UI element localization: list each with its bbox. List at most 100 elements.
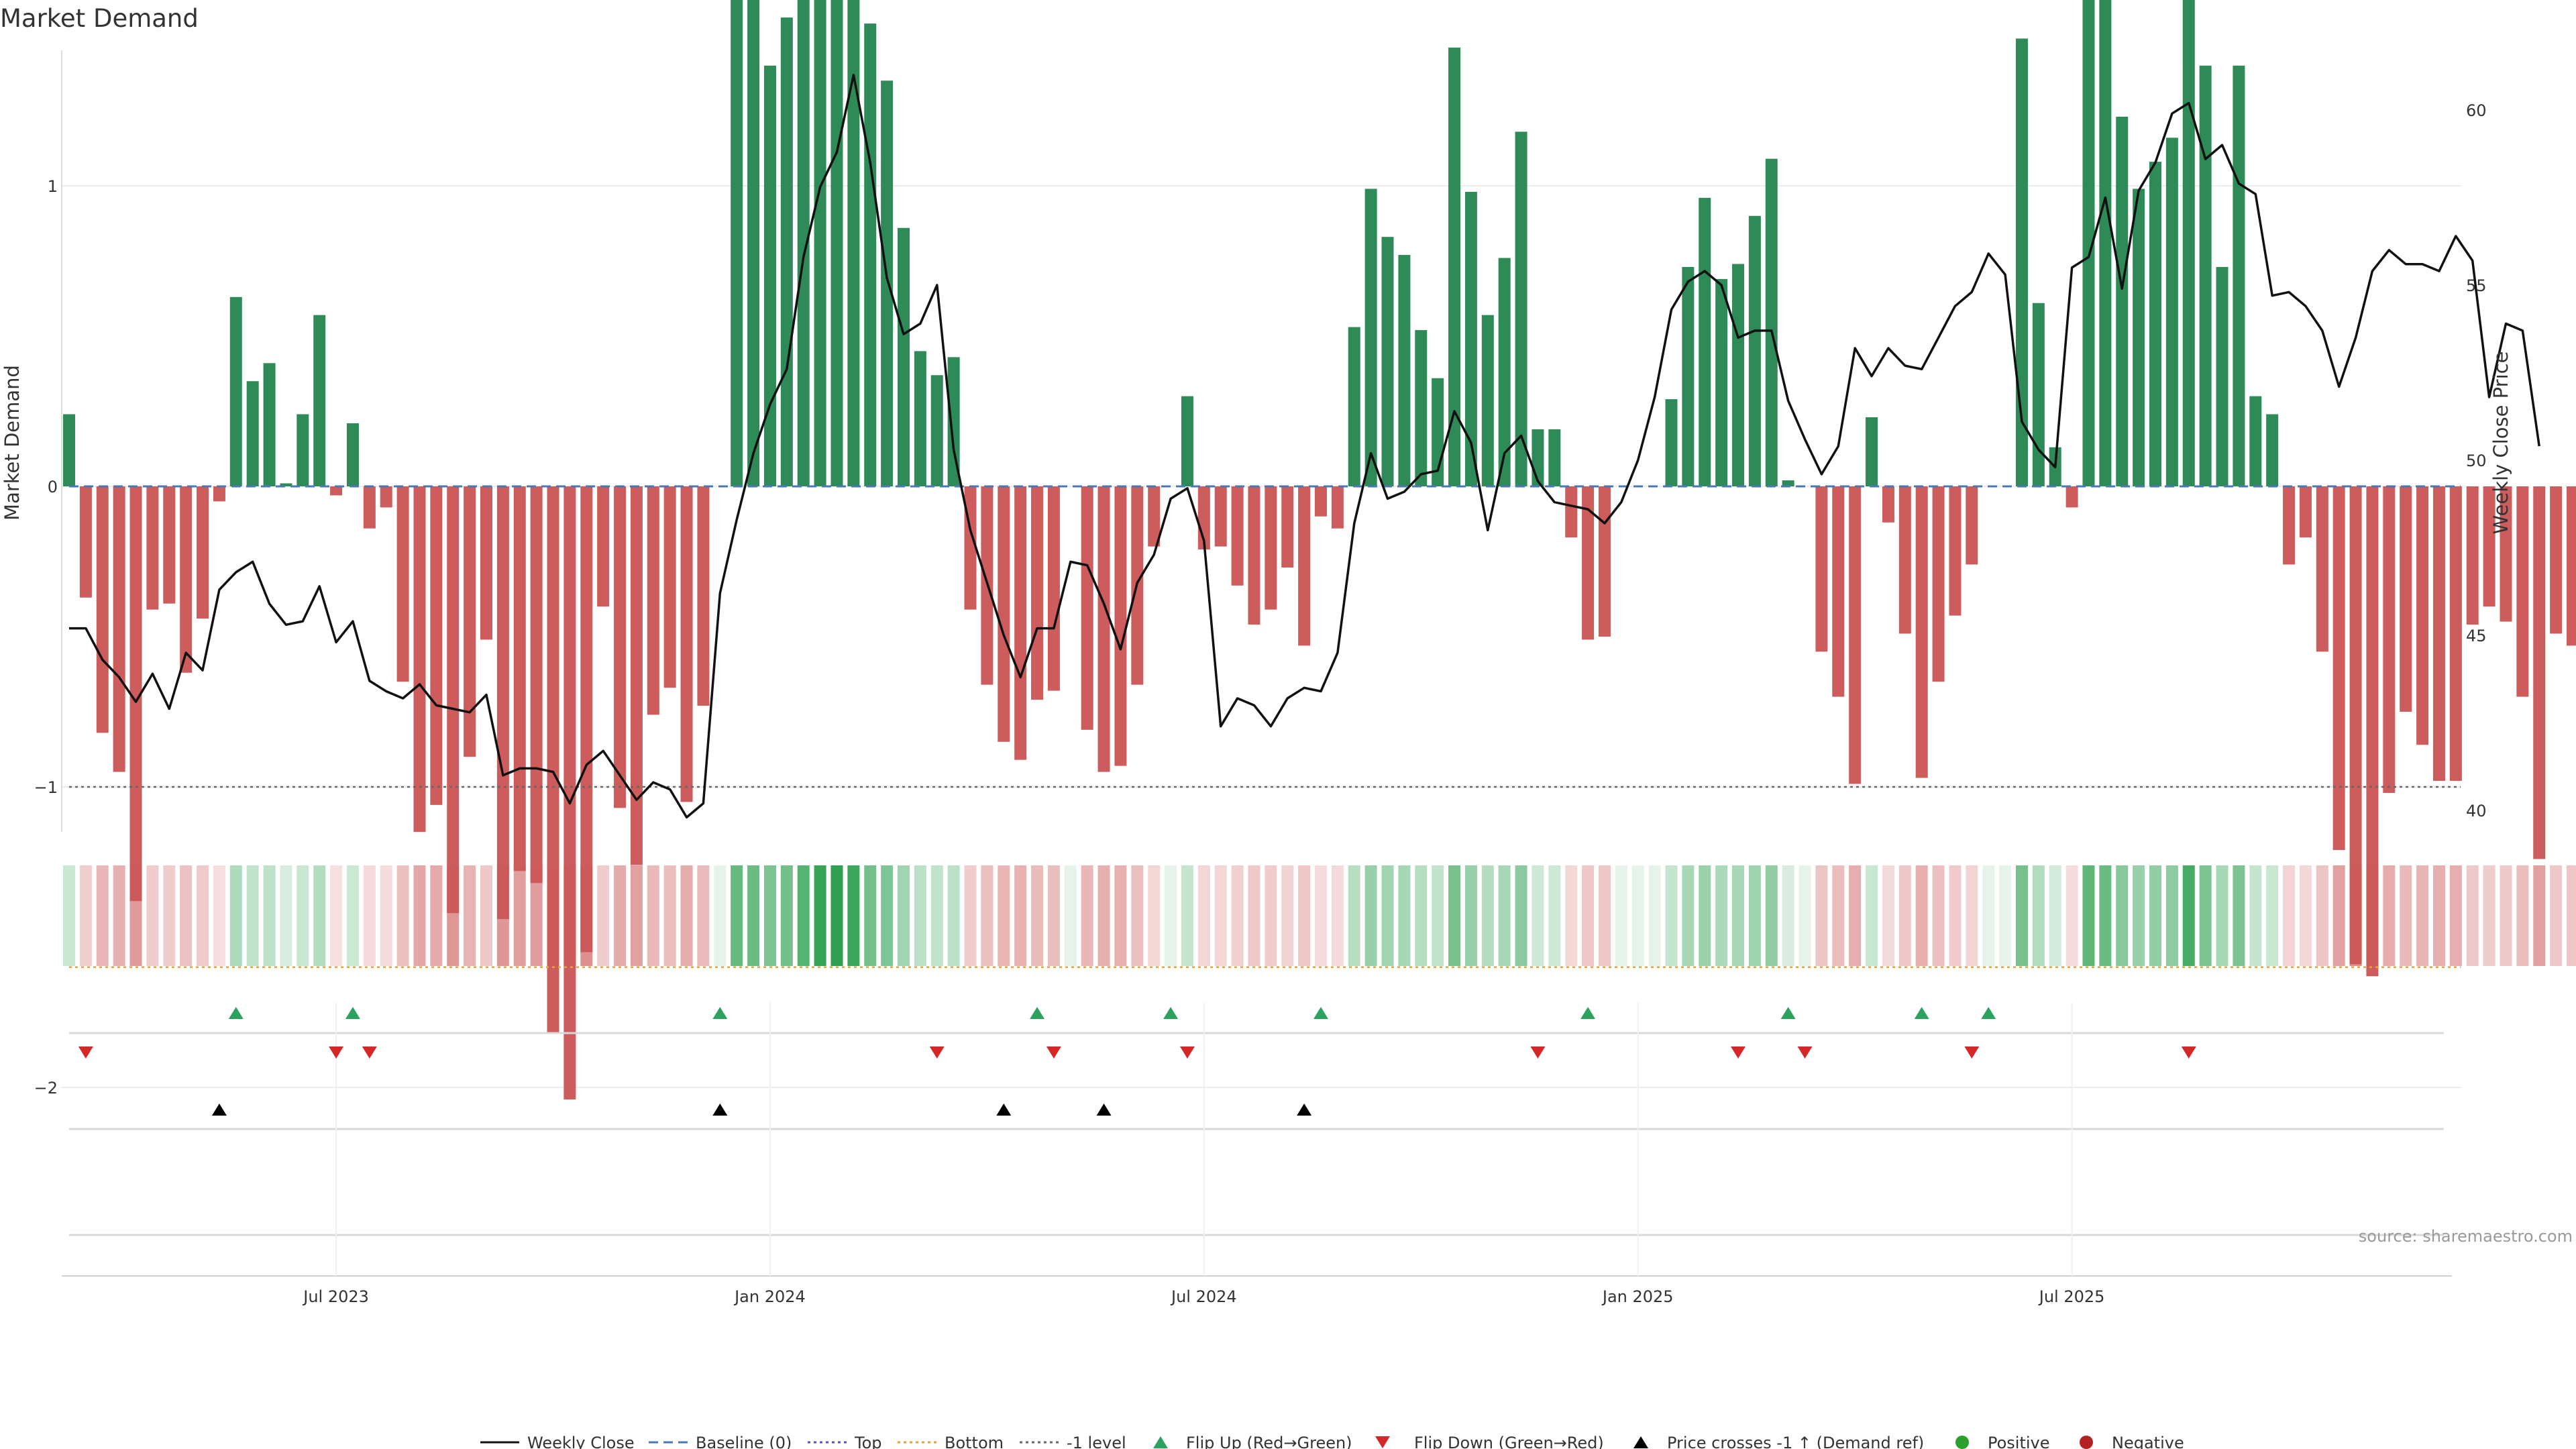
heat-strip-cell: [2332, 865, 2345, 966]
demand-bar: [614, 486, 627, 808]
heat-strip-cell: [1432, 865, 1444, 966]
heat-strip-cell: [263, 865, 276, 966]
y-tick-label-left: −1: [34, 778, 58, 797]
heat-strip-cell: [663, 865, 676, 966]
demand-bar: [1582, 486, 1595, 640]
heat-strip-cell: [2316, 865, 2328, 966]
demand-bar: [2366, 486, 2379, 977]
demand-bar: [1097, 486, 1110, 772]
heat-strip-cell: [1832, 865, 1845, 966]
demand-bar: [263, 363, 276, 486]
price-cross-marker: [1096, 1104, 1112, 1116]
demand-bar: [663, 486, 676, 688]
demand-bar: [1281, 486, 1294, 568]
chart-title: Market Demand: [0, 4, 199, 33]
flip-down-marker: [78, 1046, 93, 1059]
heat-strip-cell: [2182, 865, 2195, 966]
flip-down-marker: [1964, 1046, 1980, 1059]
demand-bar: [396, 486, 409, 682]
heat-strip-cell: [464, 865, 476, 966]
demand-bar: [1081, 486, 1093, 730]
heat-strip-cell: [998, 865, 1010, 966]
demand-bar: [2199, 65, 2212, 487]
demand-bar: [1715, 278, 1728, 486]
demand-bar: [1331, 486, 1344, 529]
demand-bar: [96, 486, 109, 733]
legend-weekly-close-label: Weekly Close: [527, 1434, 635, 1449]
heat-strip-cell: [1081, 865, 1093, 966]
heat-strip-cell: [864, 865, 877, 966]
heat-strip-cell: [1949, 865, 1962, 966]
demand-bar: [2416, 486, 2429, 745]
price-cross-marker: [1297, 1104, 1312, 1116]
heat-strip-cell: [2216, 865, 2229, 966]
demand-bar: [914, 351, 926, 486]
demand-bar: [998, 486, 1010, 742]
price-cross-marker: [211, 1104, 227, 1116]
demand-bar: [1515, 131, 1527, 487]
demand-bar: [1882, 486, 1894, 523]
heat-strip-cell: [297, 865, 309, 966]
legend-positive-label: Positive: [1988, 1434, 2050, 1449]
demand-bar: [229, 297, 242, 486]
legend-item-flip-down: Flip Down (Green→Red): [1375, 1434, 1604, 1449]
demand-bar: [346, 423, 359, 486]
flip-down-marker: [1797, 1046, 1813, 1059]
heat-strip-cell: [2149, 865, 2161, 966]
heat-strip-cell: [881, 865, 894, 966]
flip-up-marker: [1580, 1007, 1596, 1019]
demand-bar: [2550, 486, 2563, 634]
demand-bar: [2383, 486, 2396, 793]
heat-strip-cell: [1782, 865, 1794, 966]
heat-strip-cell: [447, 865, 460, 966]
demand-bar: [1214, 486, 1227, 547]
legend-negative-dot: [2080, 1436, 2093, 1449]
demand-bar: [1265, 486, 1277, 610]
demand-bar: [647, 486, 659, 715]
heat-strip-cell: [2483, 865, 2496, 966]
demand-bar: [1765, 158, 1778, 486]
demand-bar: [2015, 38, 2028, 487]
demand-bar: [113, 486, 125, 772]
demand-bar: [2567, 486, 2576, 646]
heat-strip-cell: [564, 865, 576, 966]
heat-strip-cell: [1631, 865, 1644, 966]
heat-strip-cell: [830, 865, 843, 966]
demand-bar: [513, 486, 526, 871]
heat-strip-cell: [413, 865, 426, 966]
demand-bar: [297, 414, 309, 486]
x-tick-label: Jan 2025: [1601, 1287, 1674, 1306]
demand-bar: [2165, 138, 2178, 486]
heat-strip-cell: [597, 865, 610, 966]
heat-strip-cell: [1999, 865, 2012, 966]
demand-bar: [881, 80, 894, 486]
flip-up-marker: [1163, 1007, 1179, 1019]
demand-bar: [2182, 0, 2195, 487]
price-line-layer: [69, 74, 2540, 819]
legend: Weekly Close Baseline (0) Top Bottom -1 …: [480, 1434, 2184, 1449]
demand-bar: [1866, 417, 1878, 486]
heat-strip-cell: [1982, 865, 1995, 966]
demand-bar: [380, 486, 392, 508]
price-cross-marker: [712, 1104, 728, 1116]
demand-bar: [2099, 0, 2112, 487]
demand-bar: [1782, 480, 1794, 486]
demand-bar: [2266, 414, 2279, 486]
heat-strip-cell: [163, 865, 176, 966]
heat-strip-cell: [2165, 865, 2178, 966]
heat-strip-cell: [1281, 865, 1294, 966]
heat-strip-cell: [2233, 865, 2245, 966]
heat-strip-cell: [1615, 865, 1627, 966]
demand-bar: [2032, 303, 2045, 486]
heat-strip-cell: [1532, 865, 1544, 966]
heat-strip-cell: [380, 865, 392, 966]
heat-strip-cell: [1732, 865, 1744, 966]
heat-strip-cell: [2533, 865, 2546, 966]
heat-strip-cell: [1047, 865, 1060, 966]
demand-bar: [2449, 486, 2462, 782]
demand-bar: [1815, 486, 1828, 652]
flip-down-marker: [1530, 1046, 1546, 1059]
heat-strip-cell: [2550, 865, 2563, 966]
demand-bar: [763, 65, 776, 487]
